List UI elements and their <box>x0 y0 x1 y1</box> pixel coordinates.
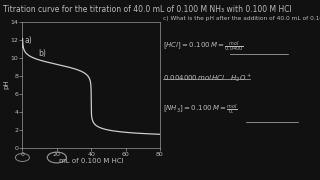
Text: Titration curve for the titration of 40.0 mL of 0.100 M NH₃ with 0.100 M HCl: Titration curve for the titration of 40.… <box>3 5 292 14</box>
Text: $[HCl] = 0.100\,M = \frac{mol}{0.0400}$: $[HCl] = 0.100\,M = \frac{mol}{0.0400}$ <box>163 40 244 54</box>
Y-axis label: pH: pH <box>3 80 9 89</box>
Text: $0.004000\,mol\,HCl\quad H_2O^+$: $0.004000\,mol\,HCl\quad H_2O^+$ <box>163 72 252 84</box>
Text: $[NH_3] = 0.100\,M = \frac{mol}{0.}$: $[NH_3] = 0.100\,M = \frac{mol}{0.}$ <box>163 103 238 117</box>
Text: c) What is the pH after the addition of 40.0 mL of 0.100 M HCl?: c) What is the pH after the addition of … <box>163 16 320 21</box>
Text: a): a) <box>25 36 33 45</box>
Text: b): b) <box>38 49 46 58</box>
X-axis label: mL of 0.100 M HCl: mL of 0.100 M HCl <box>59 158 124 164</box>
